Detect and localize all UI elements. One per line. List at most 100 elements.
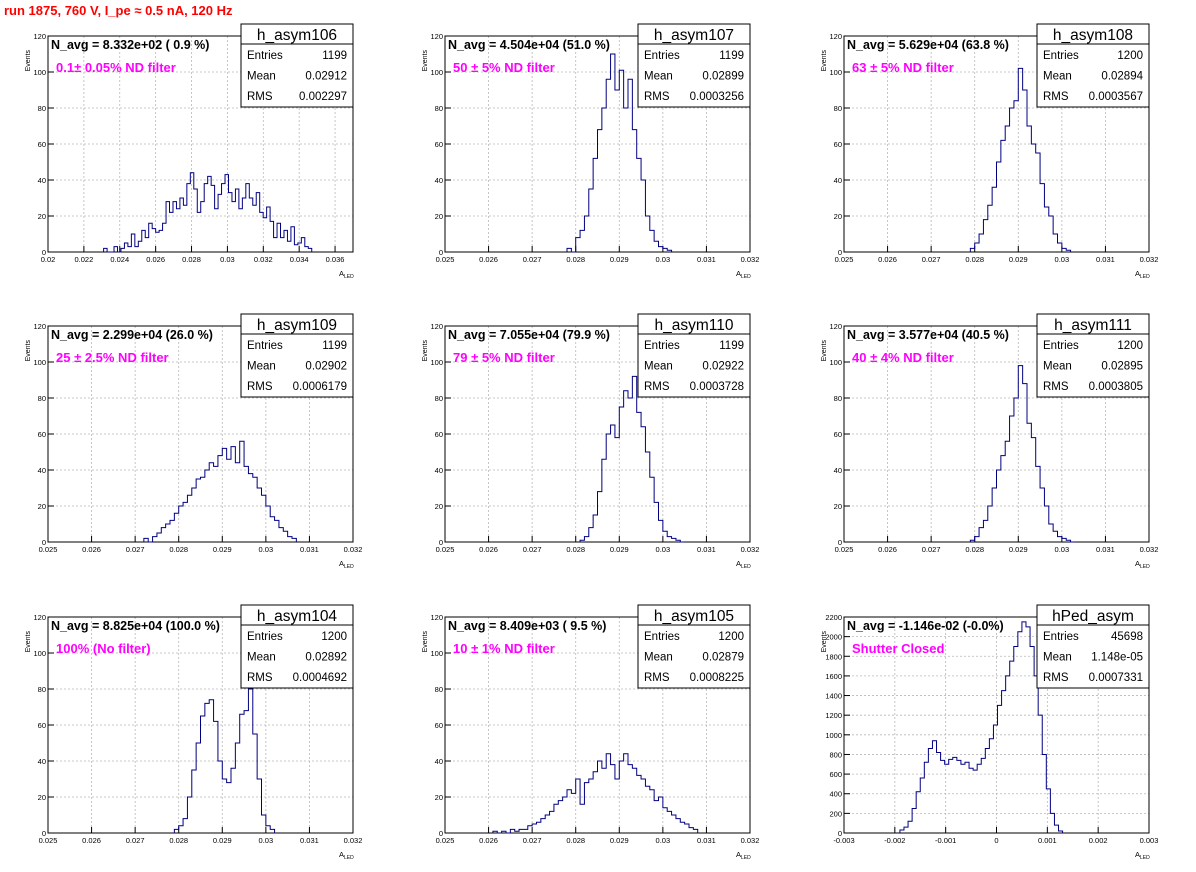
y-tick-label: 0 bbox=[838, 248, 842, 257]
stats-value: 0.02902 bbox=[305, 361, 347, 373]
y-tick-label: 20 bbox=[435, 793, 443, 802]
y-axis-label: Events bbox=[821, 631, 828, 653]
y-axis-label: Events bbox=[422, 50, 429, 72]
x-axis-label: ALED bbox=[736, 559, 751, 570]
x-tick-label: 0.026 bbox=[878, 545, 897, 554]
x-tick-label: 0.027 bbox=[126, 836, 145, 845]
y-tick-label: 60 bbox=[435, 721, 443, 730]
stats-value: 1200 bbox=[1117, 340, 1143, 352]
x-tick-label: 0.029 bbox=[610, 545, 629, 554]
histogram-panel-h_asym110: 0.025 0.026 0.027 0.028 0.029 0.03 0.031 0.032 0… bbox=[422, 313, 759, 570]
y-tick-label: 60 bbox=[38, 721, 46, 730]
x-tick-label: 0.025 bbox=[39, 545, 58, 554]
stats-value: 0.0003256 bbox=[690, 91, 744, 103]
y-tick-label: 2000 bbox=[825, 633, 842, 642]
y-tick-label: 0 bbox=[439, 538, 443, 547]
y-tick-label: 100 bbox=[829, 358, 842, 367]
stats-value: 0.0003728 bbox=[690, 381, 744, 393]
x-tick-label: 0.036 bbox=[326, 255, 345, 264]
x-tick-label: 0.031 bbox=[300, 545, 319, 554]
y-tick-label: 20 bbox=[834, 212, 842, 221]
x-tick-label: 0.025 bbox=[835, 545, 854, 554]
stats-value: 1199 bbox=[322, 340, 347, 352]
y-tick-label: 40 bbox=[38, 466, 46, 475]
x-tick-label: 0.025 bbox=[835, 255, 854, 264]
x-tick-label: 0.025 bbox=[436, 836, 455, 845]
x-tick-label: 0.032 bbox=[1140, 545, 1159, 554]
x-tick-label: 0.026 bbox=[479, 255, 498, 264]
y-tick-label: 0 bbox=[42, 538, 46, 547]
y-tick-label: 80 bbox=[38, 685, 46, 694]
stats-key: Mean bbox=[1043, 652, 1072, 664]
stats-key: Mean bbox=[644, 71, 673, 83]
x-tick-label: 0.031 bbox=[1096, 255, 1115, 264]
x-tick-label: 0.001 bbox=[1038, 836, 1057, 845]
y-tick-label: 120 bbox=[829, 322, 842, 331]
y-tick-label: 80 bbox=[435, 685, 443, 694]
x-tick-label: 0.027 bbox=[922, 545, 941, 554]
y-tick-label: 600 bbox=[829, 770, 842, 779]
histogram-h_asym105 bbox=[492, 753, 699, 834]
x-tick-label: 0.031 bbox=[300, 836, 319, 845]
y-tick-label: 80 bbox=[435, 104, 443, 113]
stats-key: Entries bbox=[1043, 631, 1079, 643]
y-tick-label: 120 bbox=[430, 613, 443, 622]
x-axis-label: ALED bbox=[339, 269, 354, 280]
histogram-panel-h_asym104: 0.025 0.026 0.027 0.028 0.029 0.03 0.031 0.032 0… bbox=[25, 604, 362, 861]
x-tick-label: 0.032 bbox=[741, 255, 760, 264]
y-tick-label: 20 bbox=[38, 212, 46, 221]
stats-key: Entries bbox=[247, 631, 283, 643]
x-tick-label: 0.026 bbox=[479, 836, 498, 845]
stats-key: RMS bbox=[644, 672, 670, 684]
stats-key: RMS bbox=[644, 91, 670, 103]
navg-label: N_avg = 5.629e+04 (63.8 %) bbox=[847, 38, 1009, 52]
y-tick-label: 20 bbox=[435, 212, 443, 221]
x-tick-label: 0.029 bbox=[1009, 545, 1028, 554]
y-tick-label: 40 bbox=[435, 757, 443, 766]
x-axis-label: ALED bbox=[1135, 269, 1150, 280]
x-tick-label: 0.03 bbox=[656, 836, 671, 845]
stats-title: h_asym107 bbox=[654, 27, 734, 44]
y-axis-label: Events bbox=[821, 340, 828, 362]
stats-key: Mean bbox=[247, 361, 276, 373]
x-tick-label: 0.026 bbox=[82, 836, 101, 845]
x-tick-label: 0.029 bbox=[1009, 255, 1028, 264]
stats-value: 0.0003567 bbox=[1089, 91, 1143, 103]
y-tick-label: 1800 bbox=[825, 652, 842, 661]
y-tick-label: 1200 bbox=[825, 711, 842, 720]
stats-value: 1200 bbox=[1117, 50, 1143, 62]
stats-value: 0.02895 bbox=[1101, 361, 1143, 373]
x-tick-label: 0.027 bbox=[523, 255, 542, 264]
x-tick-label: 0.02 bbox=[41, 255, 56, 264]
stats-value: 0.02899 bbox=[702, 71, 744, 83]
page-title: run 1875, 760 V, I_pe ≈ 0.5 nA, 120 Hz bbox=[4, 3, 233, 18]
y-axis-label: Events bbox=[422, 340, 429, 362]
y-tick-label: 100 bbox=[33, 649, 46, 658]
y-tick-label: 20 bbox=[834, 502, 842, 511]
y-tick-label: 0 bbox=[439, 248, 443, 257]
y-tick-label: 80 bbox=[834, 394, 842, 403]
y-tick-label: 40 bbox=[834, 466, 842, 475]
x-tick-label: 0.03 bbox=[1055, 255, 1070, 264]
x-tick-label: 0.028 bbox=[169, 836, 188, 845]
stats-key: Entries bbox=[247, 50, 283, 62]
stats-key: RMS bbox=[247, 91, 273, 103]
x-tick-label: 0.024 bbox=[110, 255, 129, 264]
stats-value: 0.0006179 bbox=[293, 381, 347, 393]
stats-title: h_asym111 bbox=[1054, 317, 1132, 334]
x-tick-label: 0.03 bbox=[259, 545, 274, 554]
x-axis-label: ALED bbox=[1135, 850, 1150, 861]
x-axis-label: ALED bbox=[1135, 559, 1150, 570]
stats-value: 0.02892 bbox=[305, 652, 347, 664]
x-tick-label: 0.029 bbox=[610, 255, 629, 264]
x-tick-label: 0.025 bbox=[436, 545, 455, 554]
stats-value: 0.02879 bbox=[702, 652, 744, 664]
stats-key: RMS bbox=[1043, 381, 1069, 393]
x-tick-label: 0.03 bbox=[220, 255, 235, 264]
stats-value: 1199 bbox=[719, 50, 744, 62]
stats-box bbox=[637, 23, 751, 108]
stats-value: 1200 bbox=[718, 631, 744, 643]
stats-title: h_asym109 bbox=[257, 317, 337, 334]
y-axis-label: Events bbox=[25, 50, 32, 72]
y-tick-label: 0 bbox=[42, 829, 46, 838]
